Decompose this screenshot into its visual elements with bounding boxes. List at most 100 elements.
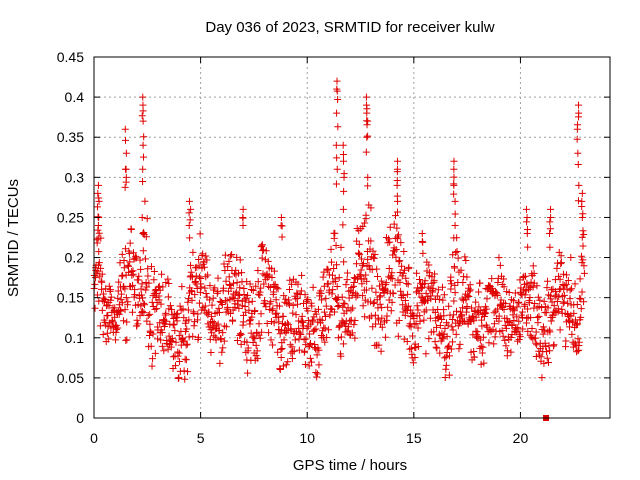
data-point [445,371,453,379]
data-point [208,313,216,321]
data-point [328,258,336,266]
data-point [553,264,561,272]
data-point [343,307,351,315]
data-point [450,157,458,165]
data-point [539,323,547,331]
data-point [527,314,535,322]
data-point [312,369,320,377]
data-point [348,329,356,337]
data-point [123,318,131,326]
y-tick-label: 0.05 [57,370,84,386]
data-point [361,313,369,321]
data-point [398,262,406,270]
data-point [255,320,263,328]
data-point [97,264,105,272]
data-point [194,310,202,318]
data-point [187,268,195,276]
data-point [165,279,173,287]
data-point [139,141,147,149]
data-point [219,344,227,352]
data-point [340,170,348,178]
data-point [158,270,166,278]
data-point [171,327,179,335]
data-point [276,302,284,310]
data-point [443,332,451,340]
x-axis-title: GPS time / hours [293,457,407,474]
data-point [521,291,529,299]
data-point [450,180,458,188]
data-point [112,336,120,344]
data-point [204,271,212,279]
data-point [546,328,554,336]
data-point [297,317,305,325]
data-point [348,283,356,291]
data-point [160,347,168,355]
data-point [139,153,147,161]
data-point [465,293,473,301]
data-point [170,320,178,328]
data-point [252,282,260,290]
data-point [339,151,347,159]
data-point [562,337,570,345]
data-point [541,339,549,347]
data-point [289,309,297,317]
data-point [252,341,260,349]
data-point [101,296,109,304]
data-point [258,242,266,250]
data-point [225,257,233,265]
data-point [312,310,320,318]
data-point [299,318,307,326]
data-point [95,259,103,267]
data-point [129,270,137,278]
data-point [498,327,506,335]
data-point [358,280,366,288]
data-point [128,271,136,279]
data-point [504,319,512,327]
data-point [313,351,321,359]
data-point [253,347,261,355]
data-point [185,316,193,324]
data-point [286,285,294,293]
data-point [538,303,546,311]
data-point [148,362,156,370]
data-point [290,347,298,355]
data-point [246,320,254,328]
data-point [138,280,146,288]
data-point [276,365,284,373]
data-point [454,254,462,262]
data-point [359,292,367,300]
data-point [574,197,582,205]
x-tick-label: 5 [197,430,205,446]
data-point [323,333,331,341]
data-point [158,328,166,336]
data-point [388,269,396,277]
data-point [164,293,172,301]
data-point [432,343,440,351]
data-point [263,320,271,328]
data-point [544,304,552,312]
y-tick-label: 0.15 [57,290,84,306]
data-point [465,287,473,295]
data-point [396,257,404,265]
x-tick-label: 0 [90,430,98,446]
data-point [276,330,284,338]
y-tick-label: 0.25 [57,209,84,225]
y-tick-label: 0.35 [57,129,84,145]
data-point [337,352,345,360]
data-point [433,344,441,352]
data-point [308,302,316,310]
data-point [333,77,341,85]
data-point [524,327,532,335]
data-point [450,234,458,242]
data-point [474,332,482,340]
data-point [122,336,130,344]
data-point [557,252,565,260]
data-point [219,329,227,337]
data-point [404,280,412,288]
data-point [530,269,538,277]
data-point [425,261,433,269]
data-point [202,290,210,298]
data-point [559,270,567,278]
data-point [333,109,341,117]
data-point [305,330,313,338]
